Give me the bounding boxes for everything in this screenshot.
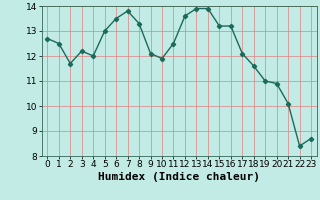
X-axis label: Humidex (Indice chaleur): Humidex (Indice chaleur) [98, 172, 260, 182]
